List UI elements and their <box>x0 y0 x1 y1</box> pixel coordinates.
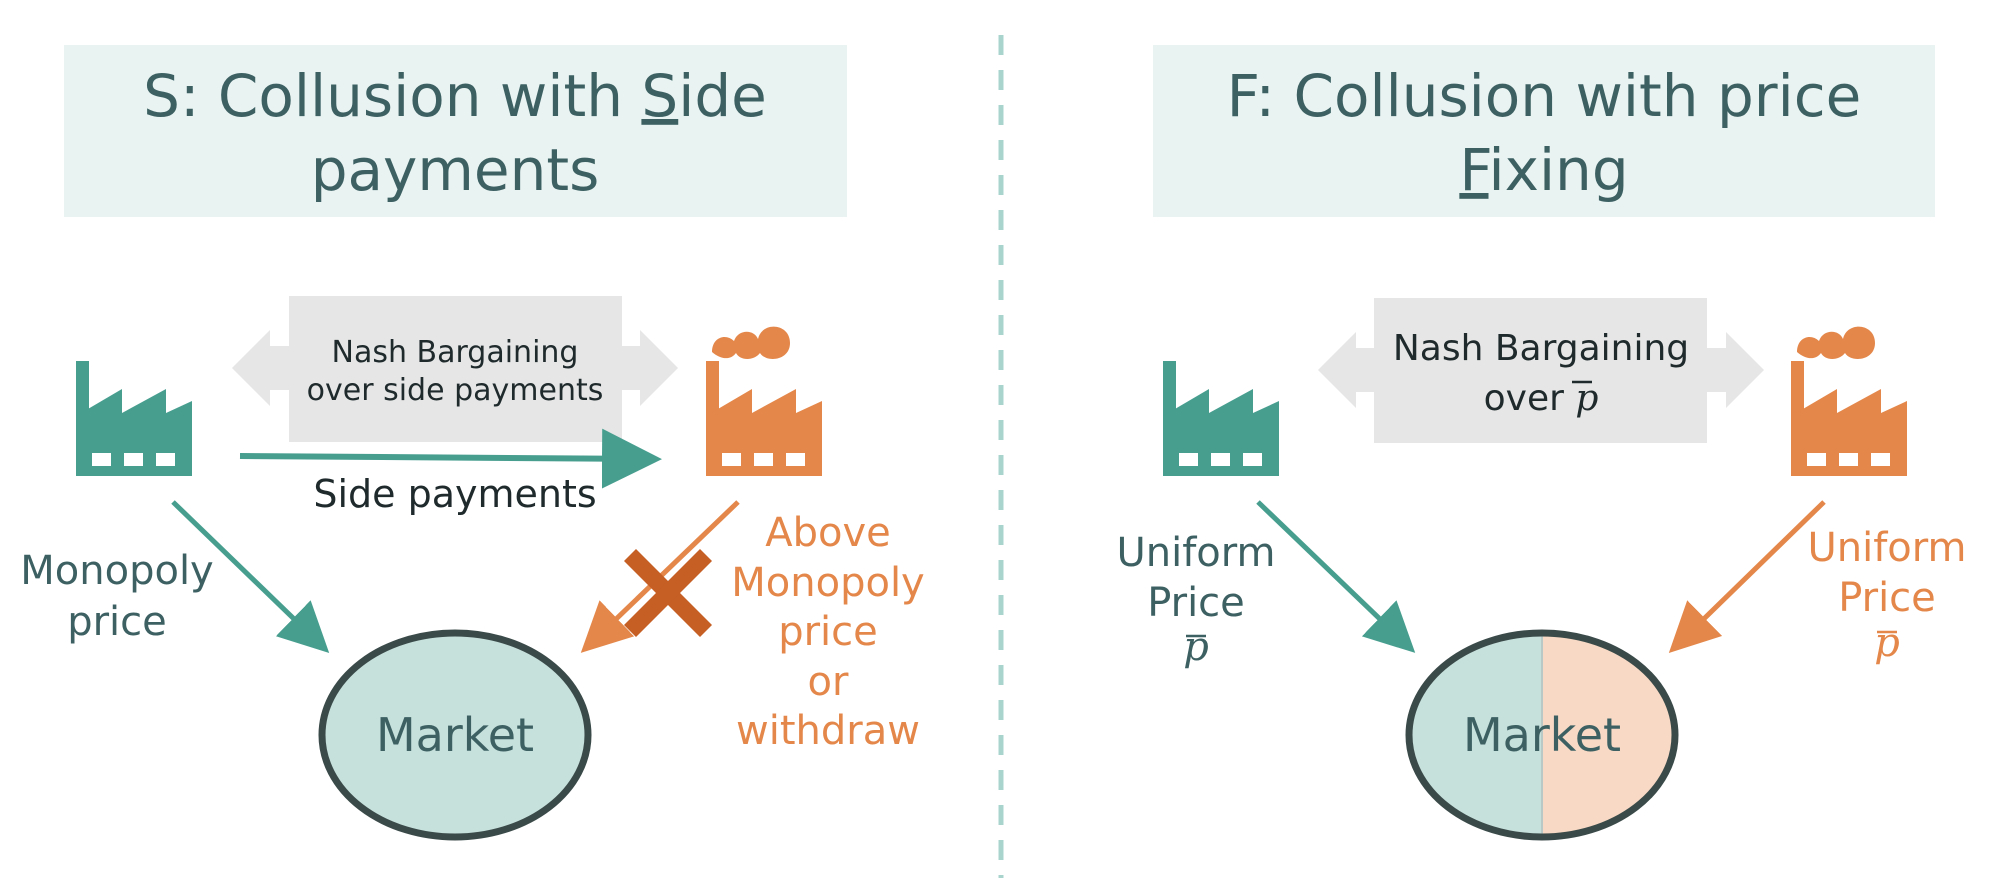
side-payments-arrow <box>239 428 662 489</box>
right-title-line1: F: Collusion with price <box>1227 62 1862 130</box>
left-title-box <box>64 45 847 217</box>
side-payments-label: Side payments <box>313 472 596 516</box>
left-teal-arrow <box>171 500 330 653</box>
left-title-line1: S: Collusion with Side <box>143 62 767 130</box>
left-bargain-box <box>289 296 622 442</box>
right-bargain-box <box>1374 298 1707 443</box>
left-bargain-line2: over side payments <box>307 373 604 408</box>
right-orange-arrow <box>1668 500 1826 653</box>
left-panel: S: Collusion with Side payments Nash Bar… <box>20 45 925 841</box>
left-orange-label-line4: or <box>808 659 849 705</box>
cross-icon <box>623 548 713 638</box>
left-bargain-line1: Nash Bargaining <box>332 335 579 370</box>
right-title-box <box>1153 45 1935 217</box>
factory-icon-orange-right <box>1791 326 1907 476</box>
factory-icon-teal-right <box>1163 361 1279 476</box>
right-teal-label-line2: Price <box>1147 580 1245 626</box>
left-orange-label-line5: withdraw <box>736 708 920 754</box>
left-teal-label-line2: price <box>67 599 167 645</box>
factory-icon-orange <box>706 326 822 476</box>
left-orange-label-line2: Monopoly <box>731 560 924 606</box>
left-teal-label-line1: Monopoly <box>20 548 213 594</box>
factory-icon-teal <box>76 361 192 476</box>
left-market-ellipse <box>318 629 592 841</box>
left-title-line2: payments <box>311 136 600 204</box>
right-panel: F: Collusion with price Fixing Nash Barg… <box>1116 45 1967 841</box>
right-teal-arrow <box>1256 500 1416 653</box>
right-bargain-line2: over p <box>1484 378 1599 419</box>
right-orange-label-line1: Uniform <box>1807 525 1966 571</box>
right-title-line2: Fixing <box>1459 136 1628 204</box>
left-orange-arrow <box>580 500 740 653</box>
right-orange-symbol: p <box>1874 620 1900 666</box>
right-teal-label-line1: Uniform <box>1116 530 1275 576</box>
right-teal-symbol: p <box>1183 624 1209 670</box>
left-orange-label-line1: Above <box>765 510 891 556</box>
right-market-label: Market <box>1463 708 1621 762</box>
left-orange-label-line3: price <box>778 609 878 655</box>
left-market-label: Market <box>376 708 534 762</box>
right-bargain-line1: Nash Bargaining <box>1393 328 1689 369</box>
right-orange-label-line2: Price <box>1838 575 1936 621</box>
